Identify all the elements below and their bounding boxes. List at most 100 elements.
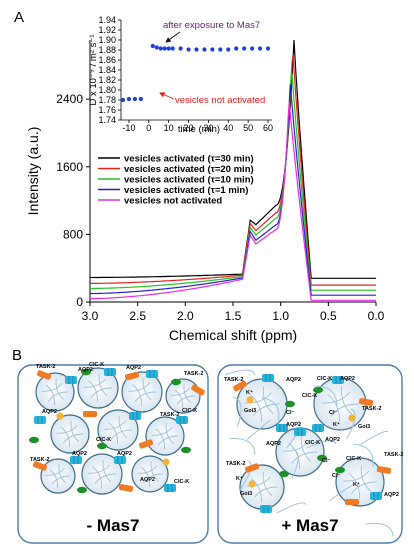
clck-channel-icon	[279, 470, 289, 478]
right-protein-label: ClC-K	[302, 393, 317, 399]
inset-y-ticks: 1.741.761.781.801.821.841.861.881.901.92…	[98, 15, 121, 125]
aqp2-icon	[129, 412, 141, 420]
right-protein-label: Cl⁻	[332, 473, 341, 479]
right-protein-label: ClC-K	[317, 376, 332, 382]
cytoskeleton-fiber	[151, 426, 173, 436]
goi3-channel-icon	[56, 412, 64, 420]
inset-y-tick-label: 1.88	[98, 45, 116, 55]
clck-icon	[279, 470, 289, 478]
goi3-icon	[348, 414, 356, 422]
inset-point	[162, 46, 167, 51]
left-protein-label: AQP2	[117, 451, 132, 457]
inset-point	[250, 46, 255, 51]
cytoskeleton-fiber	[224, 369, 256, 376]
inset-x-tick-label: 40	[223, 123, 233, 133]
aqp2-channel-icon	[176, 416, 188, 424]
right-protein-label: K⁺	[246, 389, 253, 396]
right-protein-label: AQP2	[286, 422, 301, 428]
task2-icon	[36, 370, 52, 380]
task2-channel-icon	[376, 466, 392, 474]
left-protein-label: TASK-2	[184, 371, 203, 377]
left-protein-label: ClC-K	[89, 362, 104, 368]
right-protein-label: TASK-2	[224, 377, 243, 383]
vesicle	[131, 455, 169, 493]
inset-points	[120, 43, 271, 103]
cytoskeleton-fiber	[321, 391, 351, 404]
y-tick-label: 2400	[56, 92, 83, 106]
cytoskeleton-fiber	[143, 473, 163, 484]
cytoskeleton-fiber	[251, 478, 263, 503]
inset-y-tick-label: 1.74	[98, 115, 116, 125]
inset-y-tick-label: 1.76	[98, 105, 116, 115]
clck-icon	[285, 400, 295, 408]
series-line	[90, 101, 376, 301]
aqp2-channel-icon	[262, 374, 274, 382]
aqp2-icon	[104, 368, 116, 376]
clck-channel-icon	[171, 378, 181, 386]
task2-icon	[138, 439, 154, 449]
aqp2-channel-icon	[294, 428, 306, 436]
task2-channel-icon	[118, 484, 134, 492]
right-protein-label: Goi3	[244, 408, 256, 414]
cytoskeleton-fiber	[108, 422, 119, 445]
inset-point	[132, 96, 138, 102]
panel-b: AQP2 TASK-2 ClC-K AQP2 TASK-2 ClC-K AQP2 TASK-2…	[17, 362, 403, 544]
inset-point	[265, 46, 271, 51]
aqp2-channel-icon	[70, 456, 82, 464]
legend-label: vesicles not activated	[124, 196, 222, 207]
inset-y-tick-label: 1.82	[98, 75, 116, 85]
inset-point	[234, 46, 239, 51]
clck-channel-icon	[181, 446, 191, 454]
cytoskeleton-fiber	[102, 460, 112, 483]
cytoskeleton-fiber	[330, 403, 359, 417]
minus-mas7-panel	[17, 364, 209, 544]
vesicle	[97, 409, 139, 451]
clck-channel-icon	[29, 436, 39, 444]
inset-point	[210, 47, 215, 52]
annotation-arrow-after	[165, 31, 181, 43]
clck-icon	[171, 378, 181, 386]
inset-x-tick-label: 50	[243, 123, 253, 133]
aqp2-channel-icon	[65, 376, 77, 384]
inset-point	[126, 96, 132, 102]
cytoskeleton-fiber	[49, 469, 59, 488]
inset-point	[154, 45, 159, 50]
aqp2-icon	[312, 424, 324, 432]
cytoskeleton-fiber	[134, 391, 157, 402]
y-tick-label: 800	[63, 227, 83, 241]
task2-icon	[83, 411, 97, 417]
vesicle	[145, 416, 185, 456]
cytoskeleton-fiber	[110, 429, 133, 440]
task2-icon	[118, 484, 134, 492]
right-protein-label: AQP2	[325, 437, 340, 443]
cytoskeleton-fiber	[127, 382, 150, 392]
y-tick-label: 1600	[56, 160, 83, 174]
inset-y-tick-label: 1.92	[98, 25, 116, 35]
aqp2-icon	[65, 376, 77, 384]
cytoskeleton-fiber	[92, 466, 103, 489]
vesicle	[50, 414, 90, 454]
cytoskeleton-fiber	[88, 380, 99, 403]
inset-y-tick-label: 1.80	[98, 85, 116, 95]
plus-mas7-label: + Mas7	[281, 516, 338, 535]
aqp2-channel-icon	[370, 492, 382, 500]
vesicle	[81, 453, 123, 495]
inset-x-tick-label: 10	[164, 123, 174, 133]
annotation-arrow-not-activated	[159, 92, 175, 100]
cytoskeleton-fiber	[252, 403, 280, 417]
vesicle	[35, 372, 75, 412]
minus-mas7-label: - Mas7	[87, 516, 140, 535]
cytoskeleton-fiber	[360, 430, 389, 445]
x-tick-label: 3.0	[82, 309, 99, 323]
aqp2-icon	[176, 416, 188, 424]
cytoskeleton-fiber	[103, 420, 126, 430]
clck-icon	[77, 486, 87, 494]
right-protein-label: TASK-2	[226, 461, 245, 467]
right-protein-label: Cl⁻	[322, 458, 331, 464]
inset-x-ticks: -10 0 10 20 30 40 50 60	[122, 120, 273, 133]
x-tick-label: 0.0	[368, 309, 385, 323]
right-protein-label: Goi3	[358, 424, 370, 430]
cytoskeleton-fiber	[47, 391, 69, 402]
cytoskeleton-fiber	[351, 481, 377, 494]
inset-y-tick-label: 1.84	[98, 65, 116, 75]
